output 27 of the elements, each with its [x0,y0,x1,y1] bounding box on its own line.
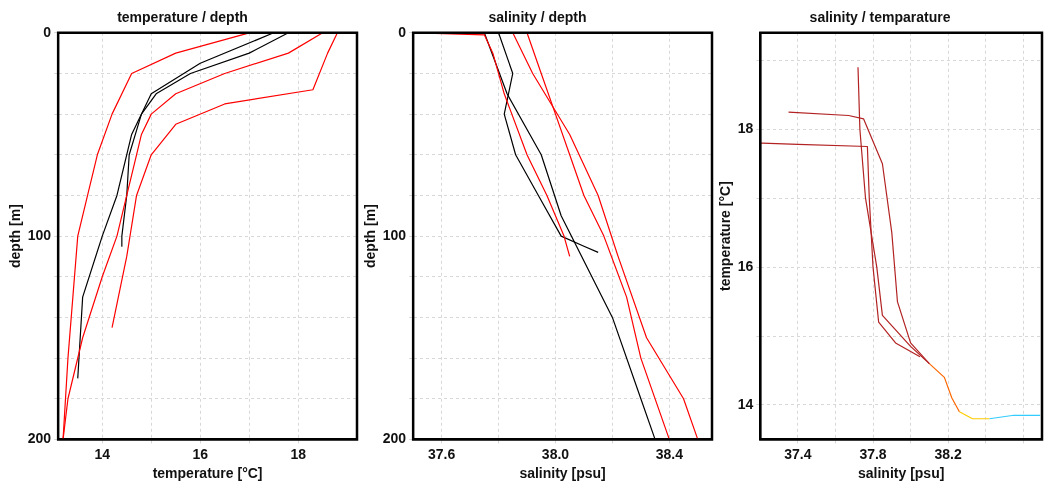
y-tick-label: 200 [27,430,52,447]
chart-title: salinity / temparature [809,9,951,26]
y-tick-label: 100 [27,226,52,243]
y-tick-label: 18 [737,120,754,137]
y-tick-label: 0 [43,23,52,40]
x-axis-title: salinity [psu] [519,465,606,482]
y-axis-title: depth [m] [7,204,24,268]
y-tick-label: 200 [382,430,407,447]
x-tick-label: 37.6 [427,445,456,462]
x-axis-title: salinity [psu] [858,465,945,482]
x-tick-label: 38.4 [655,445,684,462]
chart-title: temperature / depth [117,9,248,26]
x-tick-label: 37.4 [784,445,812,462]
x-tick-label: 37.8 [859,445,887,462]
x-tick-label: 16 [192,445,209,462]
y-tick-label: 0 [398,23,407,40]
y-tick-label: 100 [382,226,407,243]
x-tick-label: 14 [94,445,111,462]
x-axis-title: temperature [°C] [152,465,263,482]
y-tick-label: 16 [737,257,754,274]
y-axis-title: temperature [°C] [717,181,734,292]
x-tick-label: 18 [290,445,307,462]
x-tick-label: 38.2 [934,445,962,462]
x-tick-label: 38.0 [541,445,570,462]
y-tick-label: 14 [737,395,754,412]
chart-title: salinity / depth [488,9,587,26]
y-axis-title: depth [m] [362,204,379,268]
